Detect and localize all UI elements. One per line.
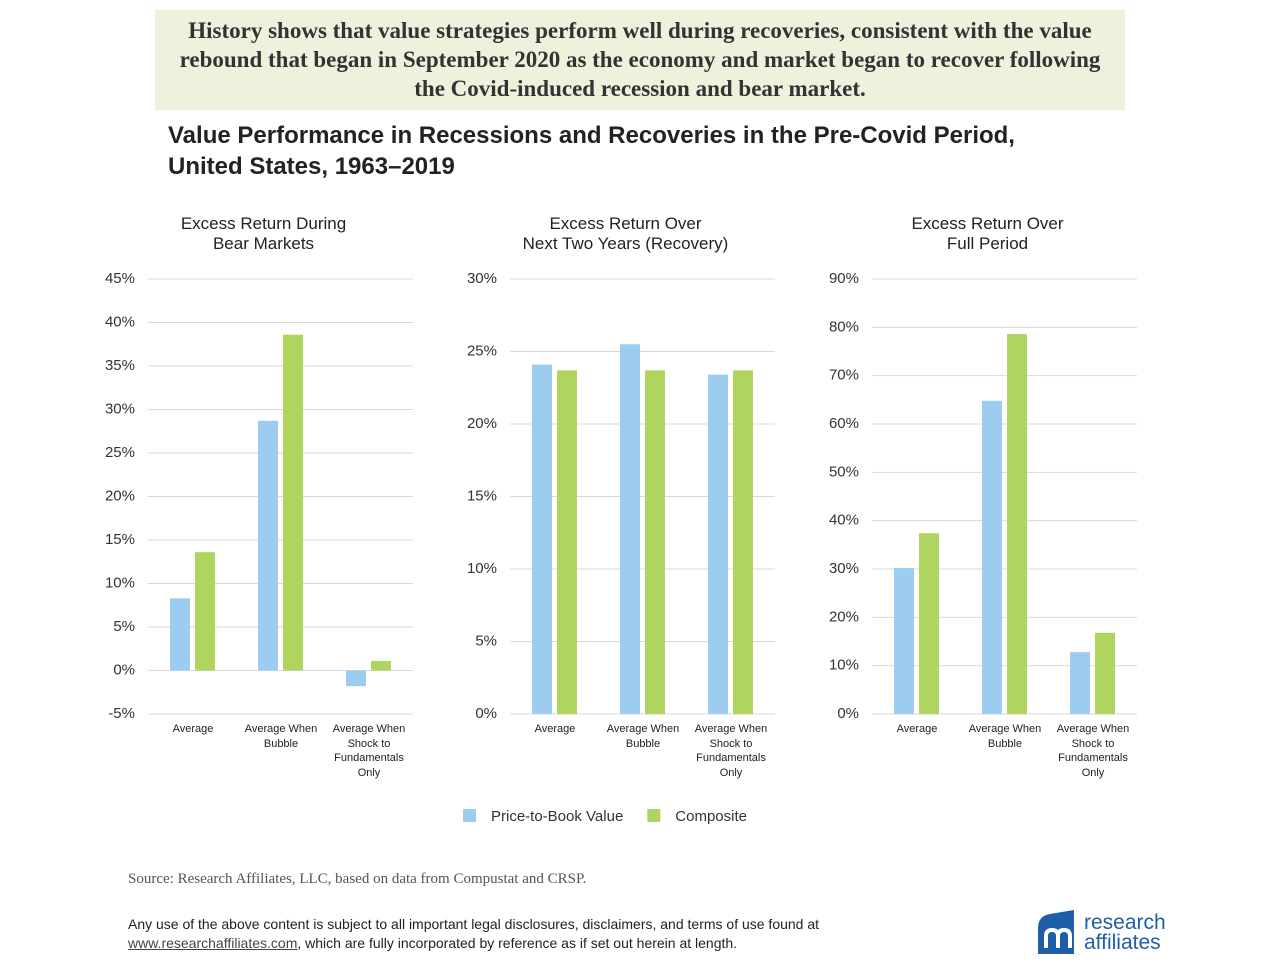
chart-title: Value Performance in Recessions and Reco… xyxy=(168,122,1015,180)
x-tick-label: Average xyxy=(896,723,938,735)
y-tick-label: 10% xyxy=(467,560,497,577)
link[interactable]: www.researchaffiliates.com xyxy=(128,935,298,951)
x-tick-label: Average When Bubble xyxy=(244,723,318,750)
y-tick-label: 5% xyxy=(113,618,135,635)
y-tick-label: 0% xyxy=(113,661,135,678)
x-tick-label: Average When Shock to Fundamentals Only xyxy=(1056,723,1130,779)
bar xyxy=(1070,652,1090,714)
y-tick-label: 15% xyxy=(467,487,497,504)
bar xyxy=(170,598,190,671)
y-tick-label: 70% xyxy=(829,367,859,384)
bar xyxy=(982,400,1002,714)
logo-icon xyxy=(1038,910,1074,954)
y-tick-label: 20% xyxy=(467,415,497,432)
y-tick-label: 10% xyxy=(105,574,135,591)
x-tick-label: Average xyxy=(534,723,576,735)
y-tick-label: 50% xyxy=(829,463,859,480)
y-tick-label: -5% xyxy=(108,705,135,722)
bar xyxy=(532,364,552,714)
y-tick-label: 30% xyxy=(829,560,859,577)
legend-label: Price-to-Book Value xyxy=(491,808,623,825)
y-tick-label: 15% xyxy=(105,531,135,548)
chart-subtitle: Bear Markets xyxy=(212,234,315,253)
bar xyxy=(557,370,577,714)
y-tick-label: 35% xyxy=(105,357,135,374)
y-tick-label: 80% xyxy=(829,318,859,335)
y-tick-label: 40% xyxy=(829,512,859,529)
chart-subtitle: Excess Return Over xyxy=(549,214,702,233)
disclaimer-end: , which are fully incorporated by refere… xyxy=(297,935,738,951)
charts: -5% 0% 5% 10% 15% 20% 25% 30% 35% 40% 45% Price-to-… xyxy=(105,270,1137,825)
y-tick-label: 5% xyxy=(475,632,497,649)
y-tick-label: 60% xyxy=(829,415,859,432)
y-tick-label: 0% xyxy=(837,705,859,722)
bar xyxy=(258,420,278,671)
x-tick-label: Average When Shock to Fundamentals Only xyxy=(332,723,406,779)
y-tick-label: 20% xyxy=(105,487,135,504)
bar xyxy=(645,370,665,714)
bar xyxy=(346,670,366,687)
y-tick-label: 25% xyxy=(467,342,497,359)
logo-text: research xyxy=(1084,911,1166,934)
chart-subtitle: Excess Return During xyxy=(180,214,347,233)
bar xyxy=(1007,334,1027,714)
x-tick-label: Average When Shock to Fundamentals Only xyxy=(694,723,768,779)
bar xyxy=(708,374,728,714)
y-tick-label: 30% xyxy=(105,400,135,417)
logo: research affiliates xyxy=(1032,910,1172,956)
y-tick-label: 45% xyxy=(105,270,135,287)
logo-text: affiliates xyxy=(1084,931,1161,954)
bar xyxy=(620,344,640,714)
y-tick-label: 90% xyxy=(829,270,859,287)
bar xyxy=(283,334,303,671)
bar xyxy=(371,660,391,671)
legend-swatch xyxy=(647,809,661,822)
chart-subtitle: Excess Return Over xyxy=(911,214,1064,233)
y-tick-label: 40% xyxy=(105,313,135,330)
y-tick-label: 0% xyxy=(475,705,497,722)
chart-subtitle: Full Period xyxy=(946,234,1029,253)
source: Source: Research Affiliates, LLC, based … xyxy=(128,871,587,887)
disclaimer-text: Any use of the above content is subject … xyxy=(128,916,820,932)
bar xyxy=(919,533,939,714)
x-tick-label: Average When Bubble xyxy=(968,723,1042,750)
x-tick-label: Average When Bubble xyxy=(606,723,680,750)
disclaimer: Any use of the above content is subject … xyxy=(128,915,908,953)
bar xyxy=(1095,632,1115,714)
legend-swatch xyxy=(463,809,476,822)
chart-subtitle: Next Two Years (Recovery) xyxy=(522,234,729,253)
banner: History shows that value strategies perf… xyxy=(155,10,1125,110)
bar xyxy=(195,552,215,671)
y-tick-label: 30% xyxy=(467,270,497,287)
y-tick-label: 20% xyxy=(829,608,859,625)
bar xyxy=(894,568,914,714)
banner-text: History shows that value strategies perf… xyxy=(179,18,1101,101)
legend-label: Composite xyxy=(675,808,747,825)
bar xyxy=(733,370,753,714)
y-tick-label: 25% xyxy=(105,444,135,461)
y-tick-label: 10% xyxy=(829,657,859,674)
x-tick-label: Average xyxy=(172,723,214,735)
